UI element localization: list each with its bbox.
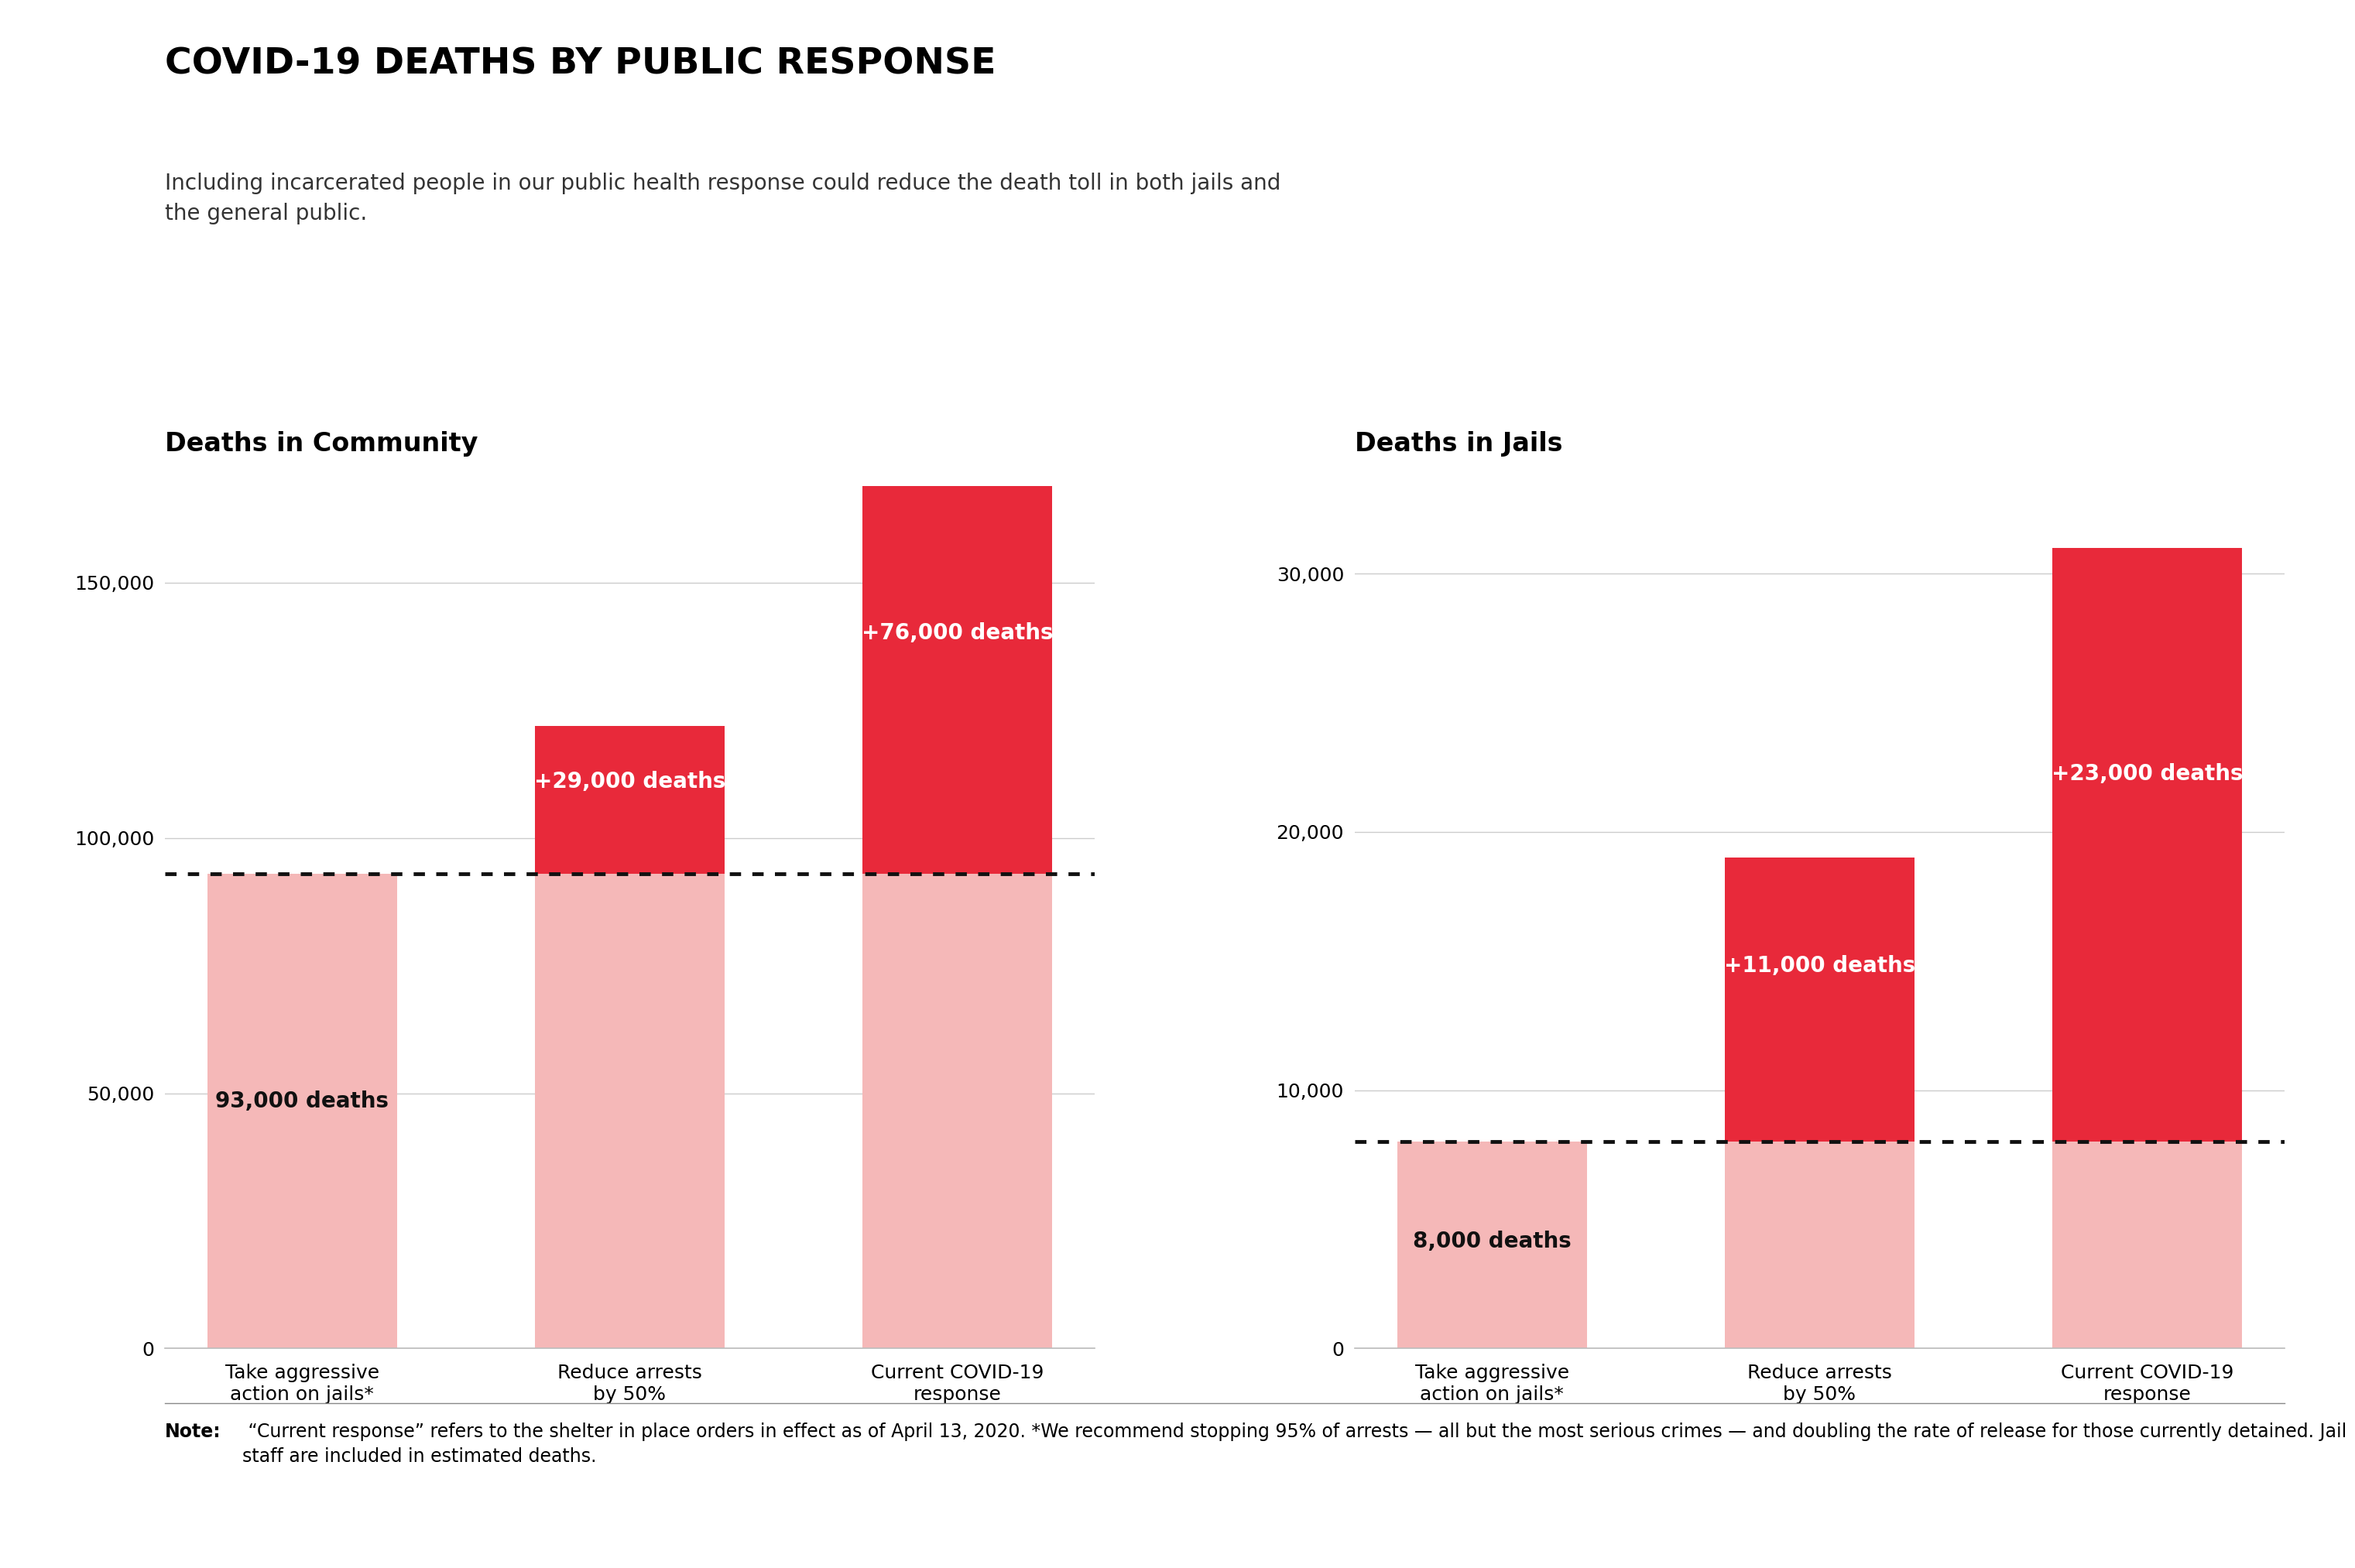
Bar bbox=[535, 873, 725, 1348]
Bar bbox=[1724, 1142, 1915, 1348]
Text: +23,000 deaths: +23,000 deaths bbox=[2051, 762, 2242, 784]
Text: +11,000 deaths: +11,000 deaths bbox=[1724, 955, 1915, 977]
Text: +76,000 deaths: +76,000 deaths bbox=[862, 622, 1053, 644]
Bar bbox=[862, 873, 1053, 1348]
Text: “Current response” refers to the shelter in place orders in effect as of April 1: “Current response” refers to the shelter… bbox=[243, 1422, 2348, 1466]
Text: 8,000 deaths: 8,000 deaths bbox=[1413, 1231, 1571, 1251]
Text: COVID-19 DEATHS BY PUBLIC RESPONSE: COVID-19 DEATHS BY PUBLIC RESPONSE bbox=[165, 47, 996, 82]
Bar bbox=[1724, 858, 1915, 1142]
Bar bbox=[2051, 1142, 2242, 1348]
Bar bbox=[862, 486, 1053, 873]
Text: Including incarcerated people in our public health response could reduce the dea: Including incarcerated people in our pub… bbox=[165, 172, 1281, 224]
Bar bbox=[207, 873, 398, 1348]
Text: +29,000 deaths: +29,000 deaths bbox=[535, 771, 725, 793]
Text: Deaths in Jails: Deaths in Jails bbox=[1354, 431, 1564, 456]
Bar bbox=[535, 726, 725, 873]
Bar bbox=[2051, 547, 2242, 1142]
Text: Deaths in Community: Deaths in Community bbox=[165, 431, 478, 456]
Text: 93,000 deaths: 93,000 deaths bbox=[214, 1091, 389, 1112]
Bar bbox=[1397, 1142, 1587, 1348]
Text: Note:: Note: bbox=[165, 1422, 221, 1441]
